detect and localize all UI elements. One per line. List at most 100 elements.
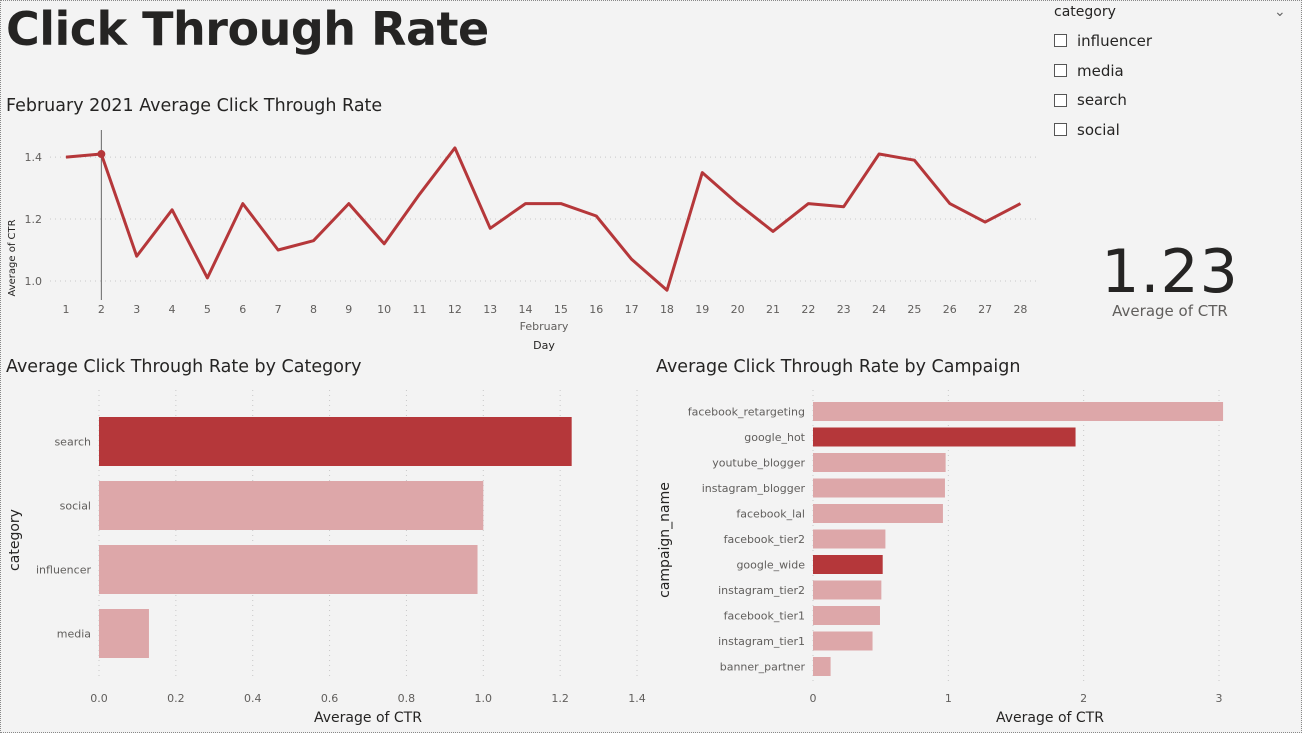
chevron-down-icon[interactable]: ⌄ bbox=[1274, 4, 1286, 20]
line-x-tick: 27 bbox=[978, 303, 992, 316]
line-x-tick: 15 bbox=[554, 303, 568, 316]
line-x-tick: 25 bbox=[907, 303, 921, 316]
line-x-tick: 6 bbox=[239, 303, 246, 316]
cat-category-label: influencer bbox=[36, 564, 91, 577]
line-x-tick: 11 bbox=[413, 303, 427, 316]
kpi-value: 1.23 bbox=[1101, 237, 1239, 307]
camp-category-label: google_wide bbox=[736, 559, 805, 572]
line-x-tick: 14 bbox=[519, 303, 533, 316]
cat-bar[interactable] bbox=[99, 417, 572, 466]
campaign-y-axis-title: campaign_name bbox=[657, 482, 673, 598]
checkbox-icon[interactable] bbox=[1054, 123, 1067, 137]
cat-category-label: media bbox=[57, 628, 91, 641]
line-x-tick: 7 bbox=[275, 303, 282, 316]
line-x-tick: 12 bbox=[448, 303, 462, 316]
camp-bar[interactable] bbox=[813, 555, 883, 574]
slicer-item-search[interactable]: search bbox=[1054, 85, 1294, 115]
line-highlight-marker[interactable] bbox=[97, 150, 106, 159]
line-x-tick: 3 bbox=[133, 303, 140, 316]
line-chart-title: February 2021 Average Click Through Rate bbox=[6, 96, 383, 116]
line-x-sublabel: February bbox=[520, 320, 569, 333]
camp-category-label: instagram_tier2 bbox=[718, 584, 805, 597]
camp-category-label: instagram_tier1 bbox=[718, 635, 805, 648]
campaign-bar-chart[interactable]: facebook_retargeting google_hot youtube_bl… bbox=[650, 380, 1300, 730]
camp-category-label: youtube_blogger bbox=[712, 457, 805, 470]
line-x-tick: 23 bbox=[837, 303, 851, 316]
line-x-axis-title: Day bbox=[533, 339, 555, 352]
line-x-tick: 2 bbox=[98, 303, 105, 316]
checkbox-icon[interactable] bbox=[1054, 64, 1067, 78]
line-x-tick: 28 bbox=[1013, 303, 1027, 316]
category-x-axis-title: Average of CTR bbox=[314, 710, 422, 726]
line-y-tick: 1.0 bbox=[25, 275, 43, 288]
cat-x-tick: 0.6 bbox=[321, 692, 339, 705]
camp-bar[interactable] bbox=[813, 453, 946, 472]
camp-category-label: facebook_lal bbox=[736, 508, 805, 521]
cat-bar[interactable] bbox=[99, 545, 478, 594]
slicer-item-media[interactable]: media bbox=[1054, 56, 1294, 86]
cat-category-label: social bbox=[60, 500, 91, 513]
camp-x-tick: 1 bbox=[945, 692, 952, 705]
camp-bar[interactable] bbox=[813, 631, 873, 651]
line-x-tick: 20 bbox=[731, 303, 745, 316]
camp-x-tick: 3 bbox=[1216, 692, 1223, 705]
camp-bar[interactable] bbox=[813, 504, 943, 523]
kpi-label: Average of CTR bbox=[1112, 302, 1228, 320]
line-x-tick: 26 bbox=[943, 303, 957, 316]
line-y-tick: 1.4 bbox=[25, 151, 43, 164]
camp-bar[interactable] bbox=[813, 478, 945, 498]
cat-x-tick: 0.2 bbox=[167, 692, 185, 705]
camp-bar[interactable] bbox=[813, 427, 1076, 447]
line-x-tick: 18 bbox=[660, 303, 674, 316]
kpi-card[interactable]: 1.23 Average of CTR bbox=[1080, 236, 1260, 320]
line-x-tick: 16 bbox=[589, 303, 603, 316]
slicer-item-influencer[interactable]: influencer bbox=[1054, 26, 1294, 56]
campaign-chart-title: Average Click Through Rate by Campaign bbox=[656, 357, 1021, 377]
line-x-tick: 10 bbox=[377, 303, 391, 316]
line-x-tick: 21 bbox=[766, 303, 780, 316]
camp-bar[interactable] bbox=[813, 657, 831, 676]
camp-bar[interactable] bbox=[813, 580, 882, 600]
campaign-x-axis-title: Average of CTR bbox=[996, 710, 1104, 726]
camp-category-label: banner_partner bbox=[720, 661, 806, 674]
cat-category-label: search bbox=[54, 436, 91, 449]
line-series[interactable] bbox=[65, 146, 1022, 292]
line-x-tick: 4 bbox=[169, 303, 176, 316]
checkbox-icon[interactable] bbox=[1054, 93, 1067, 107]
line-y-axis-title: Average of CTR bbox=[7, 219, 18, 296]
cat-bar[interactable] bbox=[99, 609, 149, 658]
category-y-axis-title: category bbox=[7, 509, 23, 571]
camp-x-tick: 2 bbox=[1080, 692, 1087, 705]
line-x-tick: 5 bbox=[204, 303, 211, 316]
cat-bar[interactable] bbox=[99, 481, 484, 530]
line-x-tick: 9 bbox=[345, 303, 352, 316]
line-y-tick: 1.2 bbox=[25, 213, 43, 226]
cat-x-tick: 0.0 bbox=[90, 692, 108, 705]
slicer-list: influencer media search social bbox=[1054, 26, 1294, 145]
checkbox-icon[interactable] bbox=[1054, 34, 1067, 48]
camp-bar[interactable] bbox=[813, 402, 1224, 421]
category-bar-chart[interactable]: search social influencer media 0.0 0.2 0.4 0.6… bbox=[0, 380, 650, 730]
slicer-item-label: search bbox=[1077, 91, 1127, 110]
camp-bar[interactable] bbox=[813, 606, 880, 625]
cat-x-tick: 0.8 bbox=[398, 692, 416, 705]
line-x-tick: 17 bbox=[625, 303, 639, 316]
slicer-item-social[interactable]: social bbox=[1054, 115, 1294, 145]
slicer-item-label: influencer bbox=[1077, 31, 1153, 50]
cat-x-tick: 1.0 bbox=[475, 692, 493, 705]
camp-bar[interactable] bbox=[813, 529, 886, 549]
cat-x-tick: 1.4 bbox=[628, 692, 646, 705]
camp-category-label: facebook_tier1 bbox=[724, 610, 805, 623]
category-slicer[interactable]: category ⌄ influencer media search socia… bbox=[1054, 4, 1294, 145]
line-x-tick: 1 bbox=[63, 303, 70, 316]
page-title: Click Through Rate bbox=[6, 2, 489, 56]
camp-category-label: facebook_retargeting bbox=[688, 406, 805, 419]
camp-category-label: facebook_tier2 bbox=[724, 533, 805, 546]
camp-category-label: instagram_blogger bbox=[702, 482, 806, 495]
slicer-title: category bbox=[1054, 4, 1116, 20]
slicer-item-label: media bbox=[1077, 61, 1124, 80]
category-chart-title: Average Click Through Rate by Category bbox=[6, 357, 362, 377]
line-x-tick: 22 bbox=[801, 303, 815, 316]
cat-x-tick: 0.4 bbox=[244, 692, 262, 705]
line-chart[interactable]: Average of CTR 1.01.21.4 1 2 3 4 5 6 7 8 9 10 11 12… bbox=[0, 120, 1045, 356]
